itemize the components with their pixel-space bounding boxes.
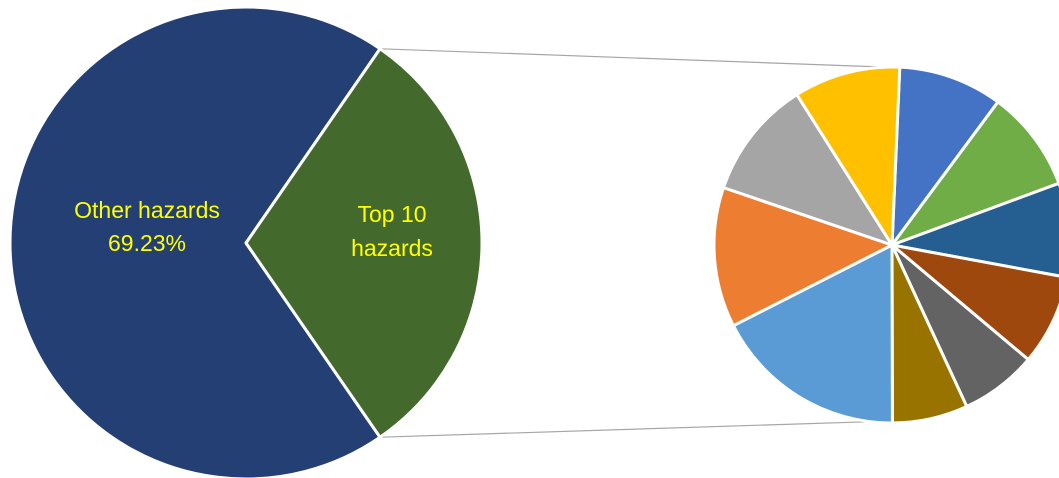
label-top-10-hazards: hazards [351, 235, 433, 261]
slice-other-hazards [8, 5, 382, 478]
main-pie [8, 5, 484, 478]
connector-line-bottom [380, 421, 871, 438]
sub-slice-9 [722, 93, 894, 247]
label-other-hazards: Other hazards [74, 197, 220, 223]
slice-top-10-hazards [244, 47, 484, 439]
sub-slice-1 [890, 65, 1000, 247]
main-pie-labels: Other hazards 69.23% Top 10 hazards [74, 197, 433, 261]
sub-slice-10 [795, 65, 902, 247]
sub-slice-8 [712, 186, 894, 328]
sub-slice-7 [731, 243, 894, 425]
sub-slice-3 [890, 181, 1059, 278]
label-other-hazards-percent: 69.23% [108, 230, 186, 256]
label-top-10: Top 10 [357, 201, 426, 227]
sub-slice-2 [890, 100, 1059, 247]
connector-line-top [380, 48, 886, 68]
connector-lines [380, 48, 886, 438]
sub-slice-4 [890, 243, 1059, 362]
sub-pie [712, 65, 1059, 425]
